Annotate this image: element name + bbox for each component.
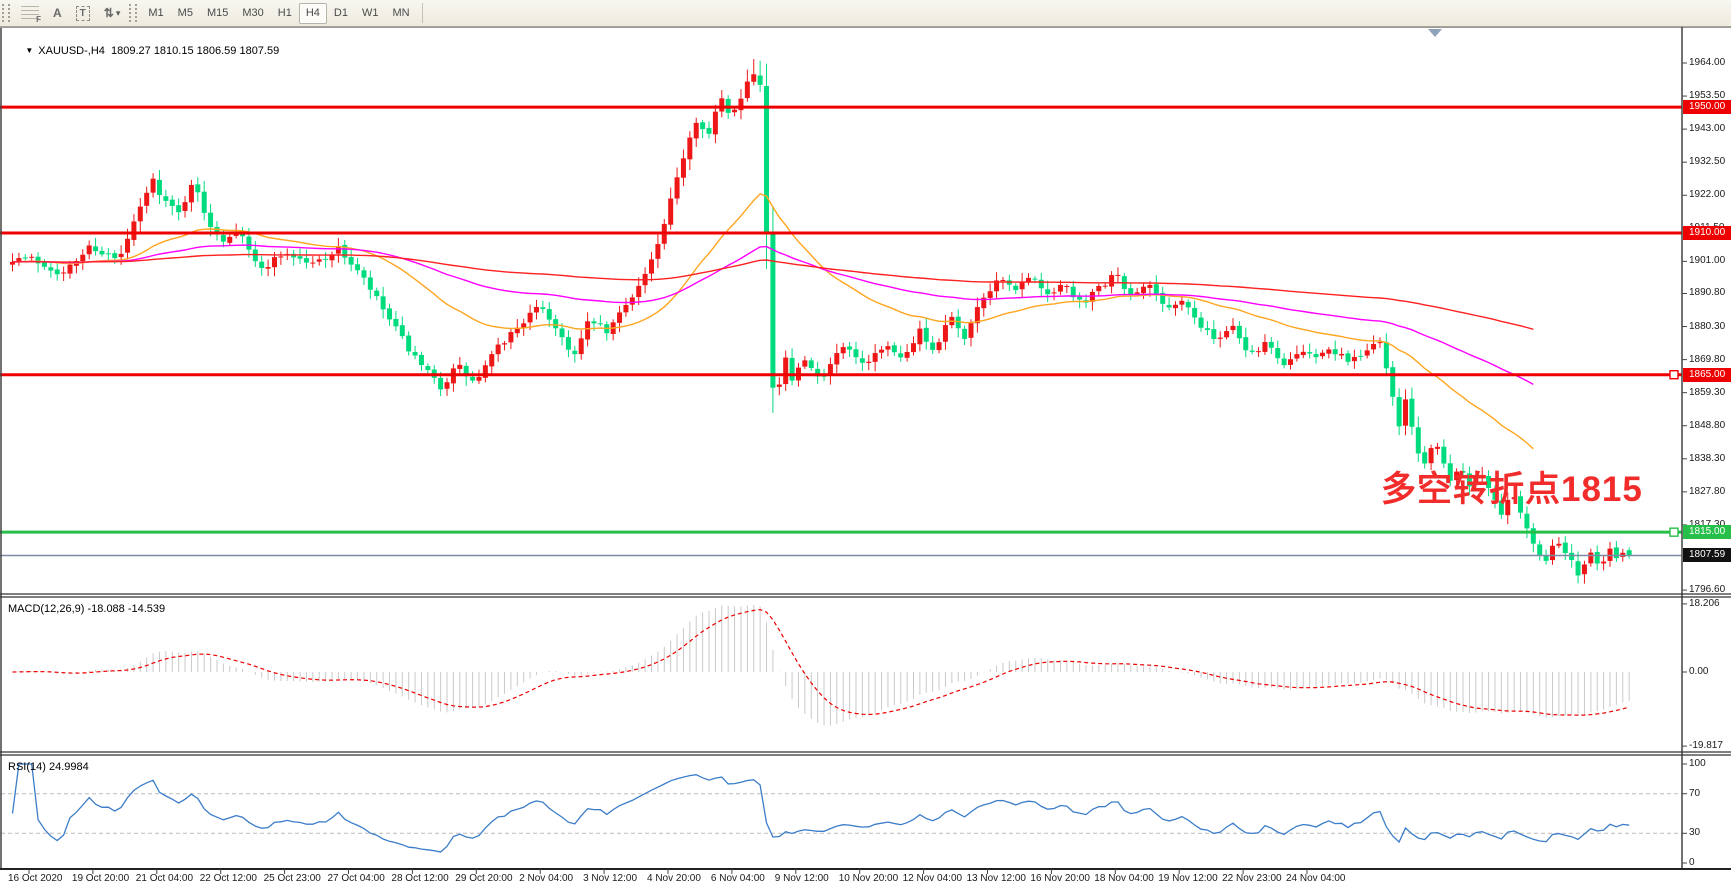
level-line-handle[interactable] — [1669, 370, 1679, 380]
price-axis-tick: 1964.00 — [1689, 57, 1726, 68]
price-axis-tick: 1859.30 — [1689, 386, 1726, 398]
rsi-axis-tick: 70 — [1689, 787, 1701, 799]
macd-layer — [12, 605, 1630, 726]
price-axis-tick: 1932.50 — [1689, 156, 1726, 168]
time-axis-label: 21 Oct 04:00 — [135, 873, 194, 884]
rsi-value: 24.9984 — [48, 761, 89, 773]
time-axis-label: 24 Nov 04:00 — [1286, 873, 1346, 884]
time-axis-label: 9 Nov 12:00 — [774, 873, 829, 884]
macd-values: -18.088 -14.539 — [87, 603, 166, 615]
time-axis-label: 22 Nov 23:00 — [1222, 873, 1282, 884]
text-box-tool-button[interactable]: T — [69, 3, 97, 24]
time-axis-label: 28 Oct 12:00 — [391, 873, 449, 884]
time-axis-label: 16 Nov 20:00 — [1030, 873, 1090, 884]
price-chart-canvas — [0, 27, 1731, 874]
time-axis-label: 6 Nov 04:00 — [710, 873, 765, 884]
price-level-badge-1950.00[interactable]: 1950.00 — [1683, 100, 1731, 115]
text-label-icon: A — [53, 6, 62, 20]
price-axis-tick: 1838.30 — [1689, 452, 1726, 464]
time-axis-label: 19 Oct 20:00 — [71, 873, 130, 884]
candles-layer — [10, 59, 1632, 584]
time-axis-label: 25 Oct 23:00 — [263, 873, 321, 884]
rsi-line — [11, 763, 1630, 853]
level-line-handle[interactable] — [1669, 527, 1679, 537]
timeframe-button-mn[interactable]: MN — [385, 3, 416, 24]
timeframe-button-m30[interactable]: M30 — [235, 3, 270, 24]
fibonacci-grid-tool-button[interactable]: F — [14, 3, 46, 24]
price-axis-tick: 1827.80 — [1689, 485, 1726, 497]
time-axis-label: 16 Oct 2020 — [8, 873, 63, 884]
price-axis-tick: 1901.00 — [1689, 255, 1726, 267]
timeframe-toolbar: M1 M5 M15 M30 H1 H4 D1 W1 MN — [141, 2, 416, 24]
mid-ma-line — [12, 244, 1534, 386]
text-box-icon: T — [75, 5, 90, 21]
time-axis-label: 18 Nov 04:00 — [1094, 873, 1154, 884]
arrows-icon: ⇅ — [103, 6, 114, 20]
price-level-badge-1815.00[interactable]: 1815.00 — [1683, 525, 1731, 540]
rsi-indicator-label: RSI(14) 24.9984 — [8, 761, 89, 773]
time-axis-label: 2 Nov 04:00 — [519, 873, 574, 884]
chart-title-text: XAUUSD-,H4 1809.27 1810.15 1806.59 1807.… — [38, 45, 280, 57]
price-axis-tick: 1943.00 — [1689, 123, 1726, 135]
fast-ma-line — [12, 193, 1534, 450]
macd-axis-tick: 18.206 — [1689, 597, 1720, 609]
time-axis-label: 22 Oct 12:00 — [199, 873, 257, 884]
toolbar: F A T ⇅ ▾ M1 M5 M15 M30 H1 H4 D1 W1 MN — [0, 0, 1731, 27]
timeframe-toolbar-grip[interactable] — [129, 4, 138, 22]
text-label-tool-button[interactable]: A — [46, 3, 69, 24]
price-level-badge-1910.00[interactable]: 1910.00 — [1683, 226, 1731, 241]
chart-annotation-text[interactable]: 多空转折点1815 — [1381, 470, 1643, 509]
time-axis-label: 13 Nov 12:00 — [966, 873, 1027, 884]
rsi-axis-tick: 100 — [1689, 758, 1706, 769]
toolbar-grip[interactable] — [2, 4, 10, 22]
price-axis-tick: 1817.30 — [1689, 519, 1725, 530]
chevron-down-icon: ▾ — [115, 7, 121, 18]
macd-signal-line — [12, 608, 1630, 716]
symbol-dropdown-icon[interactable]: ▼ — [25, 46, 34, 55]
macd-axis-tick: 0.00 — [1689, 666, 1709, 677]
chart-scroll-position-icon[interactable] — [1428, 29, 1442, 37]
fibonacci-grid-icon: F — [21, 6, 41, 24]
chart-area: ▼ XAUUSD-,H4 1809.27 1810.15 1806.59 1807… — [0, 27, 1731, 894]
macd-indicator-label: MACD(12,26,9) -18.088 -14.539 — [8, 603, 166, 615]
timeframe-button-h1[interactable]: H1 — [271, 3, 299, 24]
time-axis-label: 12 Nov 04:00 — [902, 873, 963, 884]
time-axis-label: 27 Oct 04:00 — [327, 873, 385, 884]
timeframe-button-h4[interactable]: H4 — [298, 2, 327, 24]
price-axis-tick: 1869.80 — [1689, 353, 1726, 365]
toolbar-separator — [421, 3, 423, 23]
rsi-axis-tick: 30 — [1689, 827, 1701, 839]
time-axis-label: 29 Oct 20:00 — [455, 873, 513, 884]
price-level-badge-1865.00[interactable]: 1865.00 — [1683, 367, 1731, 382]
price-axis-tick: 1953.50 — [1689, 90, 1726, 102]
time-axis-label: 10 Nov 20:00 — [838, 873, 899, 884]
arrows-tool-button[interactable]: ⇅ ▾ — [97, 3, 128, 24]
price-axis-tick: 1890.80 — [1689, 287, 1726, 299]
timeframe-button-m15[interactable]: M15 — [200, 3, 235, 24]
price-axis-tick: 1922.00 — [1689, 189, 1726, 201]
timeframe-button-m1[interactable]: M1 — [141, 3, 170, 24]
slow-ma-line — [12, 253, 1534, 330]
time-axis-label: 19 Nov 12:00 — [1158, 873, 1218, 884]
timeframe-button-m5[interactable]: M5 — [171, 3, 200, 24]
current-price-badge: 1807.59 — [1683, 548, 1731, 563]
price-axis-tick: 1796.60 — [1689, 584, 1726, 596]
time-axis-label: 4 Nov 20:00 — [647, 873, 701, 884]
timeframe-button-w1[interactable]: W1 — [355, 3, 386, 24]
timeframe-button-d1[interactable]: D1 — [327, 3, 355, 24]
price-axis-tick: 1880.30 — [1689, 320, 1726, 332]
macd-axis-tick: -19.817 — [1689, 740, 1723, 752]
chart-title: ▼ XAUUSD-,H4 1809.27 1810.15 1806.59 1807… — [7, 33, 279, 69]
time-axis-label: 3 Nov 12:00 — [583, 873, 638, 884]
price-axis-tick: 1848.80 — [1689, 419, 1726, 431]
rsi-axis-tick: 0 — [1689, 857, 1695, 868]
